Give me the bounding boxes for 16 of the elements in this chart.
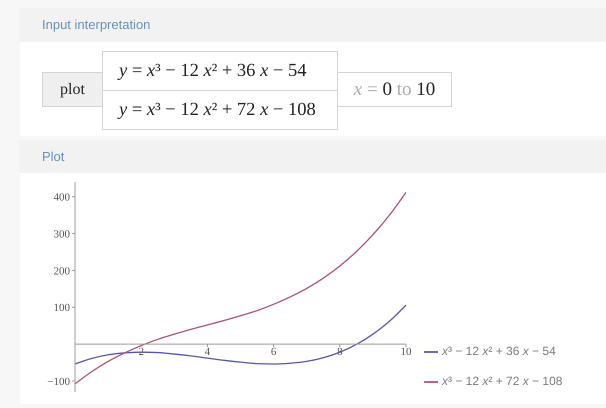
x-tick-label: 4 xyxy=(204,346,211,358)
y-tick-label: 100 xyxy=(54,302,70,314)
text: y = x³ − 12 x² + 72 x − 108 xyxy=(119,100,316,120)
y-tick-label: 400 xyxy=(54,192,70,204)
y-tick-label: −100 xyxy=(47,376,70,388)
legend-label: x³ − 12 x² + 72 x − 108 xyxy=(442,374,562,388)
text: x = 0 to 10 xyxy=(354,78,436,100)
text: plot xyxy=(60,80,85,98)
x-tick-label: 10 xyxy=(400,346,412,358)
x-tick-label: 6 xyxy=(270,346,277,358)
text: Input interpretation xyxy=(42,17,150,32)
y-tick-label: 300 xyxy=(54,228,70,240)
chart-title: Plot xyxy=(42,149,64,164)
y-tick-label: 200 xyxy=(54,265,70,278)
text: y = x³ − 12 x² + 36 x − 54 xyxy=(119,60,306,82)
legend-label: x³ − 12 x² + 36 x − 54 xyxy=(442,344,556,358)
